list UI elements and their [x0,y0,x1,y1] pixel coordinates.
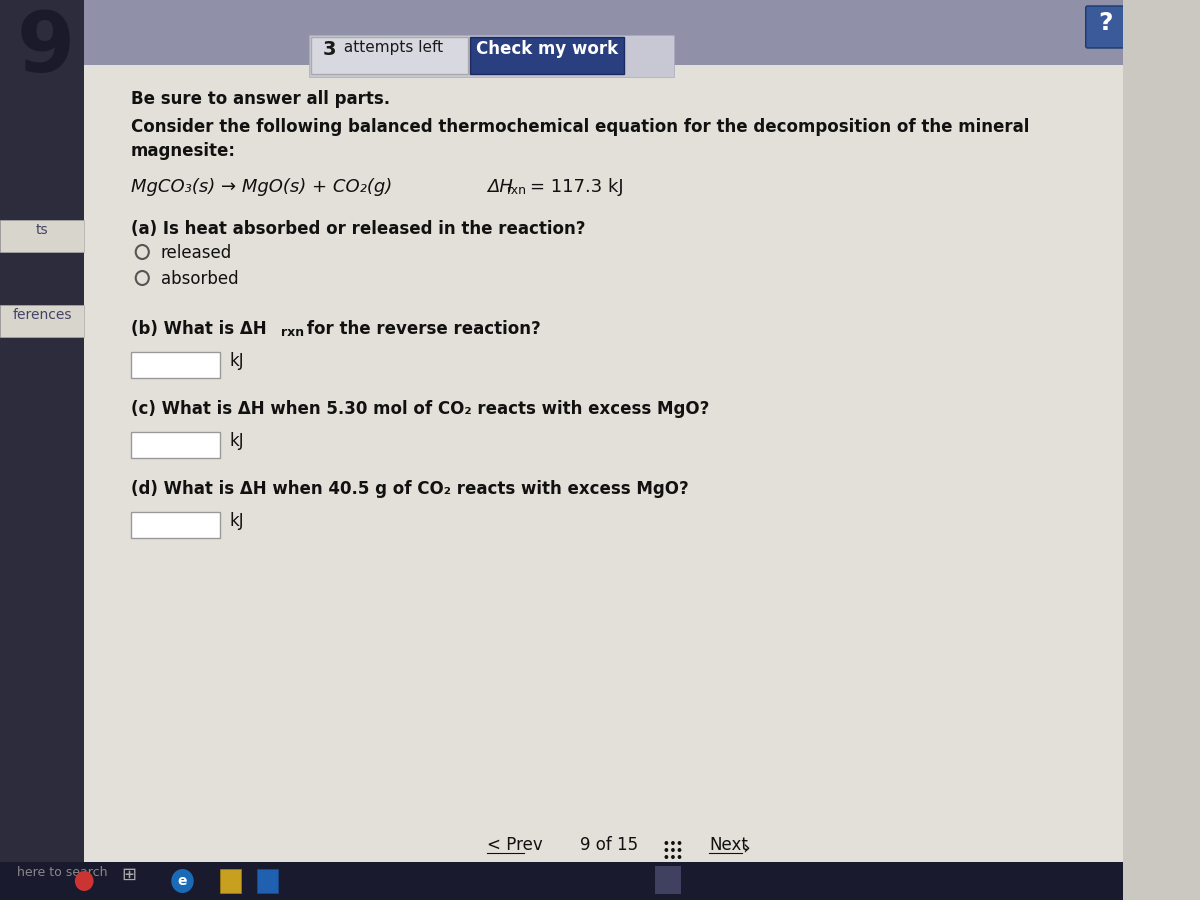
Text: = 117.3 kJ: = 117.3 kJ [529,178,623,196]
FancyBboxPatch shape [308,35,674,77]
FancyBboxPatch shape [0,305,84,337]
Text: ΔH: ΔH [487,178,512,196]
Text: Next: Next [709,836,749,854]
Circle shape [678,848,682,852]
Circle shape [678,841,682,845]
Text: ferences: ferences [12,308,72,322]
Text: 9: 9 [17,8,74,89]
Text: ts: ts [36,223,48,237]
Text: Check my work: Check my work [475,40,618,58]
Text: 3: 3 [323,40,336,59]
Text: Consider the following balanced thermochemical equation for the decomposition of: Consider the following balanced thermoch… [131,118,1030,136]
FancyBboxPatch shape [1086,6,1124,48]
Text: (c) What is ΔH when 5.30 mol of CO₂ reacts with excess MgO?: (c) What is ΔH when 5.30 mol of CO₂ reac… [131,400,709,418]
Text: here to search: here to search [17,866,107,879]
FancyBboxPatch shape [470,37,624,74]
Text: (b) What is ΔH: (b) What is ΔH [131,320,266,338]
FancyBboxPatch shape [0,862,1123,900]
FancyBboxPatch shape [0,220,84,252]
Circle shape [671,855,674,859]
FancyBboxPatch shape [0,0,84,900]
Text: (d) What is ΔH when 40.5 g of CO₂ reacts with excess MgO?: (d) What is ΔH when 40.5 g of CO₂ reacts… [131,480,689,498]
Circle shape [665,841,668,845]
Text: (a) Is heat absorbed or released in the reaction?: (a) Is heat absorbed or released in the … [131,220,586,238]
Text: kJ: kJ [229,352,244,370]
Circle shape [665,855,668,859]
Text: ⊞: ⊞ [121,866,137,884]
Text: released: released [161,244,233,262]
Text: ?: ? [1098,11,1112,35]
FancyBboxPatch shape [257,869,278,893]
FancyBboxPatch shape [220,869,240,893]
FancyBboxPatch shape [84,0,1123,65]
Text: magnesite:: magnesite: [131,142,236,160]
Text: ›: › [742,838,750,857]
FancyBboxPatch shape [84,65,1123,855]
FancyBboxPatch shape [0,0,1123,900]
Circle shape [74,871,94,891]
Text: < Prev: < Prev [487,836,542,854]
Circle shape [671,848,674,852]
FancyBboxPatch shape [655,866,682,894]
Text: e: e [178,874,187,888]
FancyBboxPatch shape [131,512,220,538]
Text: attempts left: attempts left [338,40,443,55]
FancyBboxPatch shape [131,352,220,378]
Circle shape [172,869,193,893]
Circle shape [671,841,674,845]
FancyBboxPatch shape [311,37,468,74]
Circle shape [665,848,668,852]
Text: absorbed: absorbed [161,270,239,288]
Text: kJ: kJ [229,512,244,530]
FancyBboxPatch shape [131,432,220,458]
Text: kJ: kJ [229,432,244,450]
FancyBboxPatch shape [84,820,1123,865]
Text: Be sure to answer all parts.: Be sure to answer all parts. [131,90,390,108]
Text: rxn: rxn [281,326,304,339]
Text: for the reverse reaction?: for the reverse reaction? [301,320,541,338]
Circle shape [678,855,682,859]
Text: rxn: rxn [508,184,527,197]
Text: MgCO₃(s) → MgO(s) + CO₂(g): MgCO₃(s) → MgO(s) + CO₂(g) [131,178,392,196]
Text: 9 of 15: 9 of 15 [581,836,638,854]
